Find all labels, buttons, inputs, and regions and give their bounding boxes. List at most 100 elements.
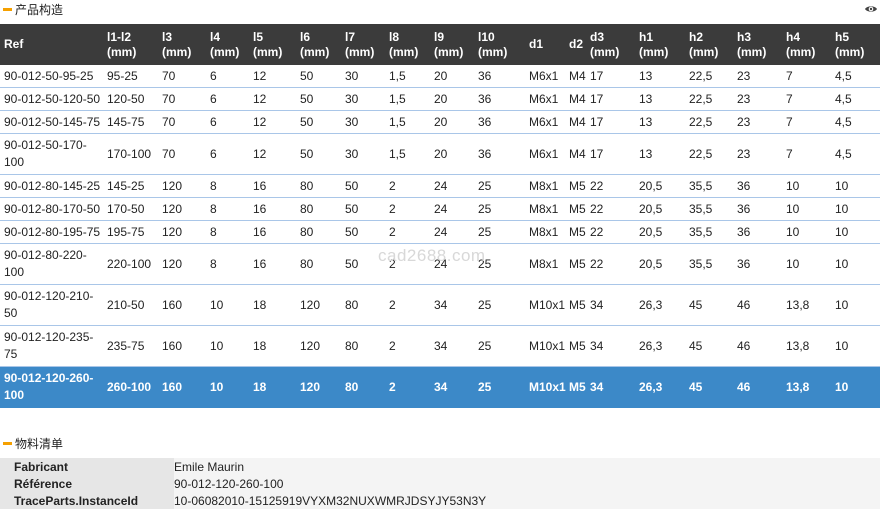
table-cell: 6 — [206, 110, 249, 134]
column-header[interactable]: l9 (mm) — [430, 24, 474, 65]
column-header[interactable]: Ref — [0, 24, 103, 65]
ref-cell[interactable]: 90-012-50-95-25 — [0, 65, 103, 88]
table-cell: 20,5 — [635, 243, 685, 285]
table-row[interactable]: 90-012-120-260-100 260-100 160 10 18 120 80 2 34… — [0, 366, 880, 408]
table-cell: 13,8 — [782, 366, 831, 408]
table-cell: 50 — [296, 87, 341, 111]
table-cell: 45 — [685, 366, 733, 408]
table-cell: M8x1 — [525, 243, 565, 285]
column-header[interactable]: l3 (mm) — [158, 24, 206, 65]
table-cell: 45 — [685, 325, 733, 367]
table-cell: M5 — [565, 366, 586, 408]
table-cell: 260-100 — [103, 366, 158, 408]
section-title: 产品构造 — [15, 2, 64, 17]
section-title: 物料清单 — [15, 436, 64, 451]
column-header-unit: (mm) — [835, 44, 865, 59]
table-cell: 35,5 — [685, 174, 733, 198]
section-header-product-structure: 产品构造 — [0, 0, 880, 18]
table-cell: 50 — [296, 133, 341, 175]
column-header[interactable]: l5 (mm) — [249, 24, 296, 65]
column-header-label: l6 — [300, 29, 311, 44]
ref-cell[interactable]: 90-012-50-145-75 — [0, 110, 103, 134]
table-row[interactable]: 90-012-120-235-75 235-75 160 10 18 120 80 2 34 25… — [0, 325, 880, 367]
table-cell: 6 — [206, 87, 249, 111]
table-cell: 50 — [296, 65, 341, 88]
column-header[interactable]: d3 (mm) — [586, 24, 635, 65]
ref-cell[interactable]: 90-012-80-170-50 — [0, 197, 103, 221]
table-row[interactable]: 90-012-80-195-75 195-75 120 8 16 80 50 2 24 25 M8x… — [0, 220, 880, 244]
table-cell: 22 — [586, 197, 635, 221]
column-header[interactable]: h1 (mm) — [635, 24, 685, 65]
column-header-label: h3 — [737, 29, 752, 44]
ref-cell[interactable]: 90-012-120-235-75 — [0, 325, 103, 367]
table-cell: 120 — [296, 284, 341, 326]
table-cell: 17 — [586, 65, 635, 88]
ref-cell[interactable]: 90-012-120-210-50 — [0, 284, 103, 326]
column-header[interactable]: l8 (mm) — [385, 24, 430, 65]
table-row[interactable]: 90-012-50-145-75 145-75 70 6 12 50 30 1,5 20 36 M6… — [0, 110, 880, 134]
column-header[interactable]: h5 (mm) — [831, 24, 880, 65]
ref-cell[interactable]: 90-012-80-145-25 — [0, 174, 103, 198]
table-cell: 30 — [341, 65, 385, 88]
column-header[interactable]: h2 (mm) — [685, 24, 733, 65]
table-cell: 46 — [733, 366, 782, 408]
table-cell: 46 — [733, 284, 782, 326]
table-cell: 22,5 — [685, 65, 733, 88]
bom-row: TraceParts.InstanceId 10-06082010-1512591… — [0, 492, 880, 509]
table-cell: 80 — [296, 197, 341, 221]
table-cell: M4 — [565, 110, 586, 134]
table-cell: 23 — [733, 133, 782, 175]
table-cell: 16 — [249, 174, 296, 198]
table-cell: 20,5 — [635, 197, 685, 221]
column-header[interactable]: h4 (mm) — [782, 24, 831, 65]
table-cell: 50 — [341, 197, 385, 221]
eye-icon[interactable] — [864, 2, 878, 16]
column-header[interactable]: l1-l2 (mm) — [103, 24, 158, 65]
table-cell: 145-75 — [103, 110, 158, 134]
column-header-label: d2 — [569, 37, 584, 51]
ref-cell[interactable]: 90-012-120-260-100 — [0, 366, 103, 408]
table-cell: 34 — [430, 325, 474, 367]
table-row[interactable]: 90-012-50-170-100 170-100 70 6 12 50 30 1,5 20 36… — [0, 133, 880, 175]
table-row[interactable]: 90-012-80-145-25 145-25 120 8 16 80 50 2 24 25 M8x… — [0, 174, 880, 198]
table-cell: 10 — [782, 174, 831, 198]
table-cell: 80 — [296, 243, 341, 285]
ref-cell[interactable]: 90-012-80-195-75 — [0, 220, 103, 244]
table-cell: M4 — [565, 87, 586, 111]
table-cell: 50 — [341, 220, 385, 244]
table-row[interactable]: 90-012-120-210-50 210-50 160 10 18 120 80 2 34 25… — [0, 284, 880, 326]
table-cell: 17 — [586, 87, 635, 111]
table-cell: 50 — [296, 110, 341, 134]
table-cell: 2 — [385, 220, 430, 244]
table-cell: 18 — [249, 284, 296, 326]
table-cell: 12 — [249, 133, 296, 175]
table-row[interactable]: 90-012-80-220-100 220-100 120 8 16 80 50 2 24 25 M… — [0, 243, 880, 285]
column-header[interactable]: d2 — [565, 24, 586, 65]
table-cell: 25 — [474, 243, 525, 285]
section-accent-bar — [3, 7, 12, 11]
table-cell: 34 — [430, 284, 474, 326]
column-header[interactable]: h3 (mm) — [733, 24, 782, 65]
column-header-label: d3 — [590, 29, 605, 44]
table-cell: 210-50 — [103, 284, 158, 326]
ref-cell[interactable]: 90-012-80-220-100 — [0, 243, 103, 285]
table-row[interactable]: 90-012-50-120-50 120-50 70 6 12 50 30 1,5 20 36 M6… — [0, 87, 880, 111]
column-header[interactable]: l6 (mm) — [296, 24, 341, 65]
table-cell: 13 — [635, 65, 685, 88]
column-header[interactable]: l7 (mm) — [341, 24, 385, 65]
column-header[interactable]: l10 (mm) — [474, 24, 525, 65]
section-header-bom: 物料清单 — [0, 434, 880, 452]
table-cell: 17 — [586, 110, 635, 134]
table-row[interactable]: 90-012-50-95-25 95-25 70 6 12 50 30 1,5 20 36 M6x1… — [0, 65, 880, 88]
table-row[interactable]: 90-012-80-170-50 170-50 120 8 16 80 50 2 24 25 M8x… — [0, 197, 880, 221]
column-header[interactable]: d1 — [525, 24, 565, 65]
table-cell: 36 — [474, 133, 525, 175]
column-header[interactable]: l4 (mm) — [206, 24, 249, 65]
table-cell: 10 — [831, 243, 880, 285]
table-cell: M4 — [565, 133, 586, 175]
table-cell: 7 — [782, 133, 831, 175]
table-cell: 22,5 — [685, 87, 733, 111]
ref-cell[interactable]: 90-012-50-170-100 — [0, 133, 103, 175]
ref-cell[interactable]: 90-012-50-120-50 — [0, 87, 103, 111]
column-header-unit: (mm) — [210, 44, 240, 59]
